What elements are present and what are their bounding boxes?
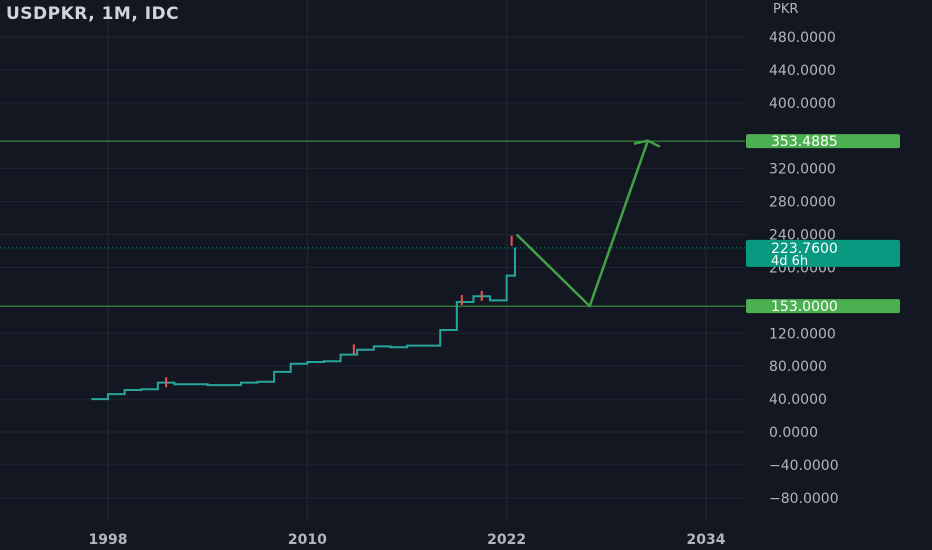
y-tick-label: 240.0000 — [769, 228, 836, 244]
x-tick-label: 1998 — [89, 532, 128, 548]
y-tick-label: −80.0000 — [769, 491, 839, 507]
x-tick-label: 2022 — [487, 532, 526, 548]
price-series — [91, 235, 516, 401]
arrow-head — [633, 139, 661, 148]
level-price-label: 153.0000 — [771, 299, 838, 315]
y-tick-label: 40.0000 — [769, 392, 827, 408]
y-tick-label: 280.0000 — [769, 195, 836, 211]
projection-drawing[interactable] — [515, 139, 661, 308]
horizontal-levels[interactable] — [0, 140, 745, 307]
last-price-badge — [746, 239, 900, 267]
time-axis[interactable]: 1998 2010 2022 2034 — [89, 532, 726, 548]
y-tick-label: 320.0000 — [769, 162, 836, 178]
projection-path[interactable] — [515, 140, 650, 308]
last-price-label: 223.7600 — [771, 241, 838, 257]
level-price-badge — [746, 134, 900, 149]
symbol-title: USDPKR, 1M, IDC — [6, 4, 180, 24]
price-series-line — [91, 247, 516, 401]
price-unit-label: PKR — [773, 2, 799, 17]
level-price-badge — [746, 299, 900, 314]
x-tick-label: 2010 — [288, 532, 327, 548]
level-price-label: 353.4885 — [771, 134, 838, 150]
y-tick-label: 440.0000 — [769, 63, 836, 79]
y-tick-label: 400.0000 — [769, 96, 836, 112]
chart-grid — [0, 0, 745, 522]
y-tick-label: 480.0000 — [769, 30, 836, 46]
y-tick-label: −40.0000 — [769, 458, 839, 474]
y-tick-label: 0.0000 — [769, 425, 818, 441]
x-tick-label: 2034 — [687, 532, 726, 548]
bar-countdown-label: 4d 6h — [771, 254, 808, 269]
y-tick-label: 80.0000 — [769, 359, 827, 375]
price-axis[interactable]: 480.0000 440.0000 400.0000 320.0000 280.0000… — [769, 30, 839, 507]
y-tick-label: 120.0000 — [769, 326, 836, 342]
